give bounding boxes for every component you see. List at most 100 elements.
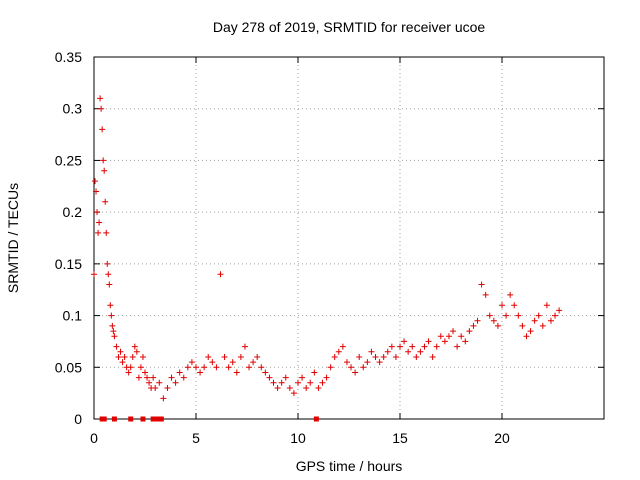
data-point <box>299 374 306 381</box>
data-point <box>113 343 120 350</box>
y-axis-label: SRMTID / TECUs <box>5 183 21 293</box>
data-point <box>454 343 461 350</box>
zero-point <box>111 416 117 422</box>
data-point <box>335 348 342 355</box>
data-point <box>507 291 514 298</box>
data-point <box>237 353 244 360</box>
data-point <box>376 359 383 366</box>
y-tick-label: 0.2 <box>63 204 83 220</box>
data-point <box>474 317 481 324</box>
data-point <box>466 328 473 335</box>
zero-point <box>158 416 164 422</box>
data-point <box>348 364 355 371</box>
data-point <box>327 364 334 371</box>
data-point <box>494 322 501 329</box>
data-point <box>110 328 117 335</box>
data-point <box>413 353 420 360</box>
data-point <box>109 322 116 329</box>
y-tick-label: 0 <box>74 411 82 427</box>
plot-frame <box>93 56 605 420</box>
zero-point <box>150 416 156 422</box>
data-point <box>146 379 153 386</box>
data-point <box>164 384 171 391</box>
data-point <box>254 353 261 360</box>
data-point <box>142 369 148 376</box>
data-points <box>91 95 563 422</box>
data-point <box>339 343 346 350</box>
data-point <box>135 374 142 381</box>
data-point <box>445 333 452 340</box>
data-point <box>241 343 248 350</box>
data-point <box>150 374 157 381</box>
x-tick-label: 5 <box>192 430 200 446</box>
data-point <box>364 359 371 366</box>
data-point <box>556 307 563 314</box>
data-point <box>470 322 477 329</box>
data-point <box>125 369 132 376</box>
data-point <box>319 379 326 386</box>
data-point <box>523 333 530 340</box>
data-point <box>282 374 289 381</box>
data-point <box>360 364 367 371</box>
data-point <box>458 333 465 340</box>
data-point <box>437 333 444 340</box>
data-point <box>103 229 110 236</box>
data-point <box>519 322 526 329</box>
data-point <box>290 390 297 397</box>
data-point <box>490 317 497 324</box>
data-point <box>98 105 105 112</box>
data-point <box>478 281 485 288</box>
y-tick-label: 0.35 <box>55 49 82 65</box>
data-point <box>535 312 542 319</box>
data-point <box>482 291 489 298</box>
zero-point <box>101 416 107 422</box>
data-point <box>274 384 281 391</box>
data-point <box>311 369 318 376</box>
data-point <box>107 302 114 309</box>
y-tick-label: 0.3 <box>63 101 83 117</box>
data-point <box>417 348 424 355</box>
data-point <box>156 379 163 386</box>
data-point <box>315 384 322 391</box>
data-point <box>486 312 493 319</box>
data-point <box>527 328 534 335</box>
data-point <box>441 338 448 345</box>
zero-point <box>154 416 160 422</box>
data-point <box>129 353 136 360</box>
data-point <box>144 374 151 381</box>
data-point <box>102 198 109 205</box>
data-point <box>450 328 457 335</box>
data-point <box>133 348 140 355</box>
data-point <box>104 260 111 267</box>
data-point <box>462 338 469 345</box>
data-point <box>429 353 436 360</box>
data-point <box>250 359 257 366</box>
axis-ticks <box>93 56 604 420</box>
data-point <box>356 353 363 360</box>
data-point <box>197 369 204 376</box>
data-point <box>539 322 546 329</box>
data-point <box>531 317 538 324</box>
data-point <box>137 364 144 371</box>
data-point <box>295 379 301 386</box>
data-point <box>499 302 505 309</box>
data-point <box>213 364 220 371</box>
data-point <box>503 312 510 319</box>
x-tick-label: 20 <box>494 430 510 446</box>
grid-lines <box>94 57 604 419</box>
y-tick-label: 0.25 <box>55 152 82 168</box>
data-point <box>168 374 175 381</box>
y-tick-label: 0.1 <box>63 308 83 324</box>
chart-title: Day 278 of 2019, SRMTID for receiver uco… <box>213 19 486 35</box>
data-point <box>392 353 399 360</box>
data-point <box>433 343 440 350</box>
y-tick-label: 0.15 <box>55 256 82 272</box>
data-point <box>401 338 408 345</box>
data-point <box>188 359 195 366</box>
data-point <box>233 369 240 376</box>
data-point <box>108 312 115 319</box>
data-point <box>152 384 159 391</box>
zero-point <box>313 416 319 422</box>
data-point <box>131 343 138 350</box>
y-tick-label: 0.05 <box>55 359 82 375</box>
